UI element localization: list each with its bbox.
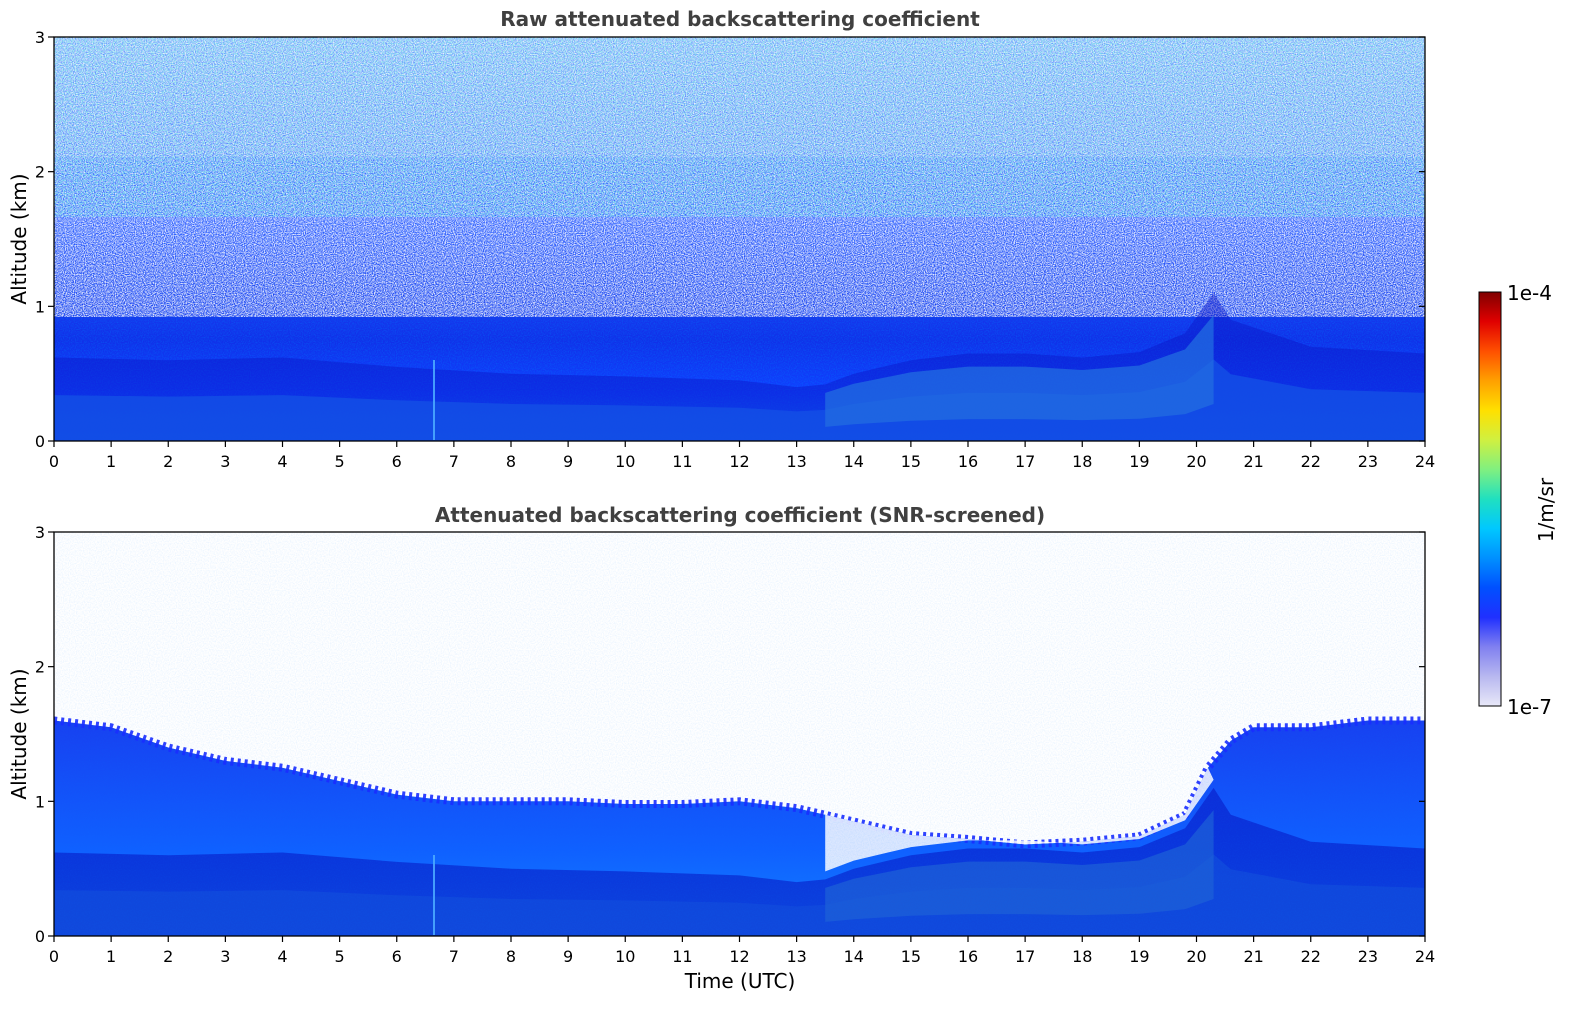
x-tick-label: 6 [392,452,402,471]
colorbar-units-label: 1/m/sr [1534,477,1558,542]
x-tick-label: 18 [1072,947,1092,966]
x-tick-label: 3 [220,947,230,966]
x-tick-label: 1 [106,452,116,471]
x-tick-label: 10 [615,452,635,471]
x-tick-label: 8 [506,452,516,471]
x-tick-label: 22 [1301,947,1321,966]
panel-raw-boundary-layer-top [825,315,1214,427]
x-tick-label: 17 [1015,947,1035,966]
x-tick-label: 8 [506,947,516,966]
x-tick-label: 24 [1415,947,1435,966]
x-tick-label: 5 [335,452,345,471]
x-tick-label: 5 [335,947,345,966]
x-tick-label: 9 [563,452,573,471]
colorbar-min-label: 1e-7 [1507,695,1552,719]
y-tick-label: 0 [35,927,45,946]
x-tick-label: 19 [1129,452,1149,471]
x-tick-label: 4 [277,947,287,966]
x-tick-label: 11 [672,947,692,966]
colorbar-gradient [1478,291,1502,707]
panel-raw-y-label: Altitude (km) [7,173,31,304]
panel-raw-x-axis: 0 1 2 3 4 5 6 7 8 9 10 11 12 13 14 15 16 17 18 19 20 21 22 23 24 [49,441,1435,471]
y-tick-label: 3 [35,523,45,542]
x-tick-label: 16 [958,947,978,966]
panel-screened-y-axis: 0 1 2 3 [35,523,1425,946]
x-tick-label: 21 [1243,947,1263,966]
panel-screened: Attenuated backscattering coefficient (S… [7,503,1435,993]
x-tick-label: 7 [449,947,459,966]
panel-raw-heatmap [54,37,1425,441]
x-tick-label: 13 [786,452,806,471]
x-tick-label: 20 [1186,947,1206,966]
panel-screened-heatmap [54,532,1425,936]
x-tick-label: 9 [563,947,573,966]
panel-screened-x-axis: 0 1 2 3 4 5 6 7 8 9 10 11 12 13 14 15 16 17 18 19 20 21 22 23 24 [49,936,1435,966]
x-tick-label: 14 [844,947,864,966]
x-tick-label: 24 [1415,452,1435,471]
x-tick-label: 0 [49,452,59,471]
x-tick-label: 12 [729,947,749,966]
x-tick-label: 2 [163,947,173,966]
panel-screened-title: Attenuated backscattering coefficient (S… [435,503,1045,527]
x-tick-label: 21 [1243,452,1263,471]
y-tick-label: 1 [35,792,45,811]
panel-screened-x-label: Time (UTC) [684,969,796,993]
x-tick-label: 17 [1015,452,1035,471]
x-tick-label: 18 [1072,452,1092,471]
x-tick-label: 6 [392,947,402,966]
x-tick-label: 20 [1186,452,1206,471]
panel-raw-y-axis: 0 1 2 3 [35,28,1425,451]
x-tick-label: 0 [49,947,59,966]
x-tick-label: 12 [729,452,749,471]
x-tick-label: 16 [958,452,978,471]
y-tick-label: 2 [35,658,45,677]
y-tick-label: 0 [35,432,45,451]
x-tick-label: 15 [901,947,921,966]
x-tick-label: 3 [220,452,230,471]
panel-raw-title: Raw attenuated backscattering coefficien… [500,7,980,31]
panel-raw-dark-band [54,292,1425,441]
colorbar-max-label: 1e-4 [1507,281,1552,305]
x-tick-label: 10 [615,947,635,966]
x-tick-label: 7 [449,452,459,471]
x-tick-label: 22 [1301,452,1321,471]
x-tick-label: 2 [163,452,173,471]
panel-raw-boundary-layer [54,359,1425,441]
x-tick-label: 1 [106,947,116,966]
x-tick-label: 4 [277,452,287,471]
colorbar: 1e-4 1e-7 1/m/sr [1478,281,1558,719]
x-tick-label: 19 [1129,947,1149,966]
x-tick-label: 14 [844,452,864,471]
x-tick-label: 23 [1358,452,1378,471]
x-tick-label: 15 [901,452,921,471]
y-tick-label: 1 [35,297,45,316]
x-tick-label: 23 [1358,947,1378,966]
panel-screened-y-label: Altitude (km) [7,668,31,799]
y-tick-label: 3 [35,28,45,47]
panel-raw: Raw attenuated backscattering coefficien… [7,7,1435,471]
x-tick-label: 11 [672,452,692,471]
x-tick-label: 13 [786,947,806,966]
y-tick-label: 2 [35,163,45,182]
